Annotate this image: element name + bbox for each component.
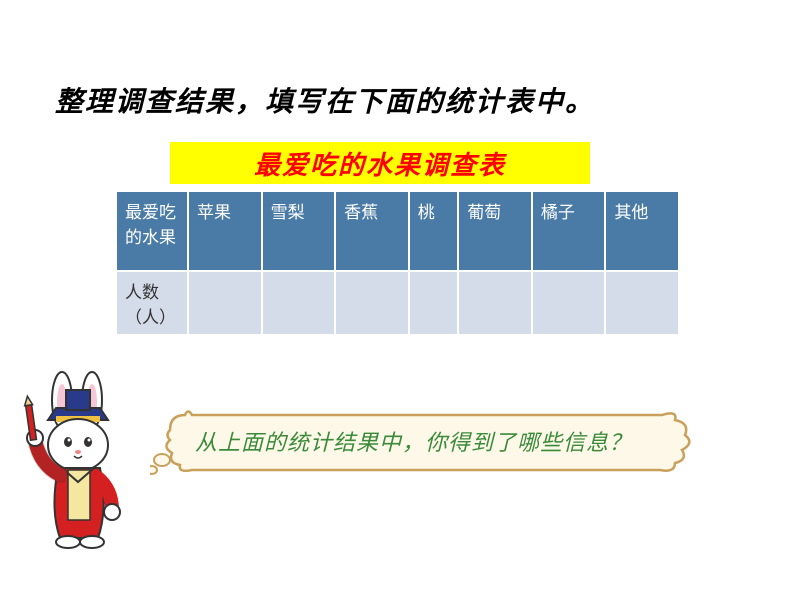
rabbit-character bbox=[20, 370, 145, 550]
table-data-row: 人数（人） bbox=[116, 271, 679, 335]
header-cell: 其他 bbox=[605, 191, 679, 271]
row-label-cell: 人数（人） bbox=[116, 271, 188, 335]
header-cell: 橘子 bbox=[532, 191, 606, 271]
data-cell bbox=[188, 271, 262, 335]
data-cell bbox=[262, 271, 336, 335]
survey-table: 最爱吃的水果 苹果 雪梨 香蕉 桃 葡萄 橘子 其他 人数（人） bbox=[115, 190, 680, 336]
header-cell: 最爱吃的水果 bbox=[116, 191, 188, 271]
header-cell: 桃 bbox=[409, 191, 459, 271]
header-cell: 苹果 bbox=[188, 191, 262, 271]
title-text: 最爱吃的水果调查表 bbox=[254, 145, 506, 182]
data-cell bbox=[409, 271, 459, 335]
speech-text: 从上面的统计结果中，你得到了哪些信息？ bbox=[195, 430, 632, 455]
instruction-text: 整理调查结果，填写在下面的统计表中。 bbox=[55, 80, 595, 120]
header-cell: 香蕉 bbox=[335, 191, 409, 271]
data-cell bbox=[605, 271, 679, 335]
header-cell: 葡萄 bbox=[458, 191, 532, 271]
header-cell: 雪梨 bbox=[262, 191, 336, 271]
title-banner: 最爱吃的水果调查表 bbox=[170, 142, 590, 184]
table-header-row: 最爱吃的水果 苹果 雪梨 香蕉 桃 葡萄 橘子 其他 bbox=[116, 191, 679, 271]
data-cell bbox=[458, 271, 532, 335]
data-cell bbox=[335, 271, 409, 335]
data-cell bbox=[532, 271, 606, 335]
speech-bubble: 从上面的统计结果中，你得到了哪些信息？ bbox=[150, 405, 705, 480]
